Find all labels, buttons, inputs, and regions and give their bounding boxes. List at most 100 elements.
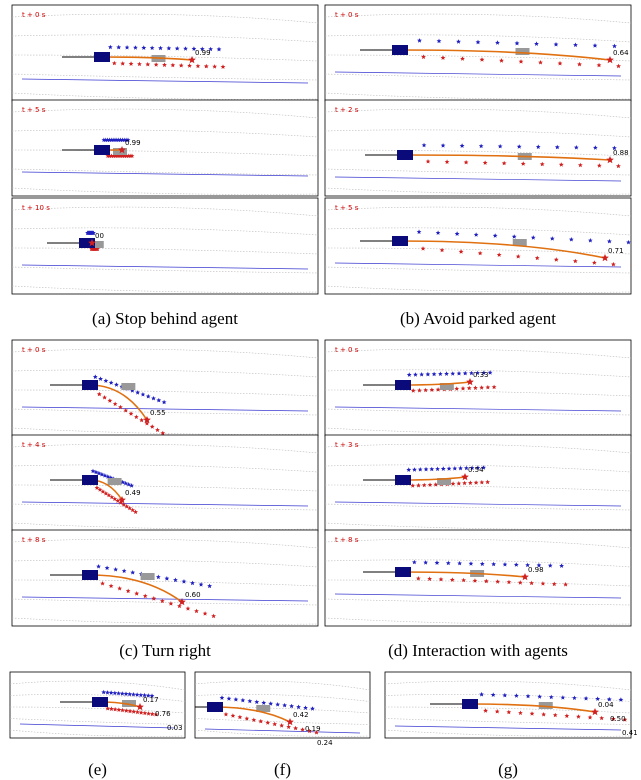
star [190,580,195,586]
agent [538,702,553,709]
lane-line [12,369,318,378]
lane-line [325,348,631,359]
star [279,723,285,728]
star [247,698,253,704]
star [134,591,140,596]
star [491,561,496,567]
lane-line [12,348,318,359]
star [515,254,521,259]
star [124,503,130,509]
star [144,421,150,426]
star [517,580,523,585]
star [572,695,577,700]
star [100,581,105,586]
caption: (d) Interaction with agents [388,641,568,660]
lane-line [12,129,318,138]
star [146,711,151,716]
star [606,56,614,64]
agent [512,239,527,246]
lane-line [385,718,631,725]
lane-boundary [21,171,309,177]
star [622,717,628,722]
star [138,710,144,715]
frame-border [11,4,319,102]
star [491,384,497,390]
star [425,371,431,377]
star [475,465,481,470]
lane-line [325,427,631,435]
time-label: t + 5 s [335,204,359,212]
star [492,233,498,238]
star [406,372,412,377]
star [473,385,478,390]
star [497,143,503,149]
ego-vehicle [462,699,478,709]
star [552,712,558,718]
star [529,711,535,716]
star [460,56,465,61]
star [494,709,500,714]
star [95,246,100,251]
star [456,371,462,376]
star [116,690,121,696]
star [460,386,466,391]
lane-line [325,129,631,138]
scene-content [12,348,318,436]
star [178,63,184,68]
agent [256,705,271,712]
star [198,582,204,587]
star [444,159,450,164]
star [233,697,239,702]
star [129,483,134,488]
lane-boundary [334,71,622,77]
star [435,230,441,235]
star [127,691,133,697]
time-label: t + 3 s [335,441,359,449]
star [525,693,531,699]
frame-border [324,197,632,295]
star [116,707,122,712]
star [131,709,137,714]
star [445,560,451,566]
lane-line [325,73,631,81]
score-label: 0.71 [608,247,624,255]
star [495,40,500,45]
star [265,720,271,725]
star [485,479,490,485]
star [296,704,301,710]
star [472,578,478,583]
star [479,561,485,566]
star [554,144,560,150]
star [610,716,616,721]
star [139,417,144,423]
star [458,465,463,471]
star [160,430,166,436]
star [97,487,103,492]
ego-vehicle [94,145,110,155]
star [96,391,102,397]
star [436,38,442,44]
star [596,62,602,68]
star [560,695,566,700]
star [120,61,126,66]
lane-line [12,108,318,119]
star [141,45,147,50]
star [109,706,114,711]
agent [437,478,452,485]
star [412,467,417,472]
score-label: 0.24 [317,739,333,747]
star [535,144,541,149]
score-label: 0.55 [150,409,166,417]
star [416,229,422,234]
star [540,581,546,586]
star [168,601,174,606]
star [158,45,163,51]
star [133,45,138,50]
lane-line [12,408,318,416]
star [145,693,151,698]
star [125,137,131,142]
star [440,143,446,148]
lane-line [10,694,185,702]
star [553,257,559,262]
star [597,163,602,168]
